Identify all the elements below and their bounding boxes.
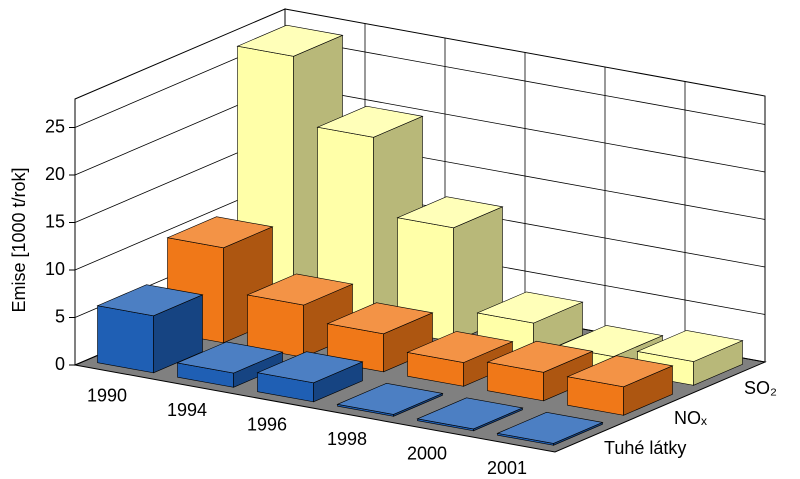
bar <box>256 351 364 403</box>
bar-top <box>336 382 444 415</box>
series-label: Tuhé látky <box>604 438 686 458</box>
y-axis-label: Emise [1000 t/rok] <box>9 167 29 312</box>
x-tick-label: 2001 <box>487 458 527 478</box>
y-tick-label: 10 <box>45 259 65 279</box>
bar-front <box>97 305 154 374</box>
bar <box>96 284 204 374</box>
x-tick-label: 1996 <box>247 415 287 435</box>
bar-top <box>496 411 604 444</box>
bar-top <box>566 355 674 388</box>
bar-top <box>416 397 524 430</box>
bar-top <box>176 341 284 374</box>
bar-top <box>256 351 364 384</box>
bar-top <box>246 273 354 306</box>
x-tick-label: 1990 <box>87 386 127 406</box>
bar <box>416 397 524 432</box>
bar-top <box>316 105 424 138</box>
x-tick-label: 1998 <box>327 429 367 449</box>
bar-top <box>326 302 434 335</box>
bar <box>486 340 594 402</box>
bar <box>566 355 674 416</box>
series-label: SO₂ <box>744 378 777 398</box>
bar <box>496 411 604 446</box>
series-label: NOₓ <box>674 408 707 428</box>
bar <box>176 341 284 388</box>
bar-top <box>556 325 664 357</box>
bar-top <box>486 340 594 373</box>
x-tick-label: 1994 <box>167 400 207 420</box>
y-tick-label: 15 <box>45 211 65 231</box>
y-tick-label: 0 <box>55 354 65 374</box>
bar-top <box>636 330 744 362</box>
y-tick-label: 20 <box>45 164 65 184</box>
y-tick-label: 5 <box>55 306 65 326</box>
bar-top <box>476 291 584 324</box>
bar-top <box>236 24 344 57</box>
bar-top <box>166 216 274 249</box>
bar-top <box>396 196 504 229</box>
x-tick-label: 2000 <box>407 444 447 464</box>
y-tick-label: 25 <box>45 116 65 136</box>
bar <box>336 382 444 417</box>
bar-top <box>96 284 204 317</box>
bar-top <box>406 331 514 363</box>
